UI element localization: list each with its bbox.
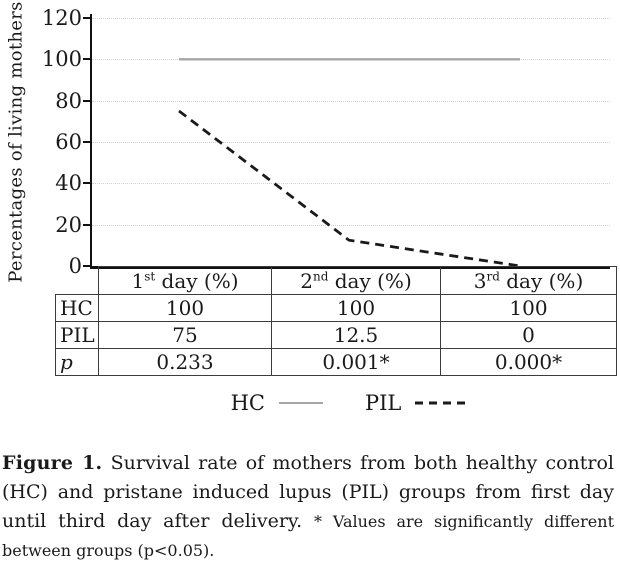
y-axis-tick: [83, 223, 91, 226]
y-axis-tick: [83, 99, 91, 102]
chart-series-lines: [178, 58, 521, 268]
table-row-hc: HC 100 100 100: [55, 294, 617, 322]
row-label-hc: HC: [55, 294, 99, 322]
chart-legend: HC PIL: [90, 388, 608, 418]
cell-pil-day1: 75: [98, 321, 272, 349]
survival-data-table: 1st day (%) 2nd day (%) 3rd day (%) HC 1…: [55, 266, 617, 376]
y-axis-tick-label: 100: [41, 47, 82, 72]
column-header-day1: 1st day (%): [98, 266, 272, 295]
row-label-p: p: [55, 348, 99, 376]
gridline-y-120: [92, 18, 610, 19]
y-axis-tick-label: 20: [55, 212, 82, 237]
y-axis-tick: [83, 17, 91, 19]
y-axis-tick: [83, 141, 91, 143]
y-axis-tick-label: 120: [41, 6, 82, 30]
table-corner-cell: [56, 267, 99, 295]
y-axis-tick-label: 60: [55, 130, 82, 154]
cell-hc-day3: 100: [440, 294, 617, 322]
gridline-y-60: [92, 142, 610, 143]
cell-p-day2: 0.001*: [271, 348, 441, 376]
cell-pil-day2: 12.5: [271, 321, 441, 349]
y-axis-tick: [83, 182, 91, 185]
table-row-pil: PIL 75 12.5 0: [55, 321, 617, 349]
y-axis-tick-label: 0: [68, 254, 82, 278]
table-row-p: p 0.233 0.001* 0.000*: [55, 348, 617, 376]
y-axis-tick: [83, 265, 91, 267]
gridline-y-80: [92, 100, 610, 102]
figure-caption-body: Survival rate of mothers from both healt…: [2, 452, 614, 532]
column-header-day2: 2nd day (%): [271, 266, 441, 295]
legend-line-hc-solid-icon: [279, 402, 323, 404]
row-label-pil: PIL: [55, 321, 99, 349]
cell-p-day1: 0.233: [98, 348, 272, 376]
table-header-row: 1st day (%) 2nd day (%) 3rd day (%): [56, 266, 617, 295]
y-axis-tick-label: 80: [55, 88, 82, 113]
series-line-pil: [178, 109, 521, 268]
legend-label-pil: PIL: [365, 391, 402, 415]
cell-p-day3: 0.000*: [440, 348, 617, 376]
column-header-day3: 3rd day (%): [440, 266, 617, 295]
figure-caption-label: Figure 1.: [2, 452, 103, 474]
figure-caption: Figure 1. Survival rate of mothers from …: [2, 449, 614, 565]
cell-hc-day1: 100: [98, 294, 272, 322]
cell-hc-day2: 100: [271, 294, 441, 322]
y-axis-tick-label: 40: [55, 171, 82, 196]
y-axis-title: Percentages of living mothers: [5, 1, 27, 283]
gridline-y-20: [92, 224, 610, 226]
legend-line-pil-dashed-icon: [415, 401, 468, 405]
cell-pil-day3: 0: [440, 321, 617, 349]
survival-chart: Percentages of living mothers 0 20 40 60 80 1…: [0, 0, 620, 283]
y-axis-tick: [83, 58, 91, 61]
gridline-y-40: [92, 183, 610, 185]
legend-label-hc: HC: [230, 391, 265, 415]
